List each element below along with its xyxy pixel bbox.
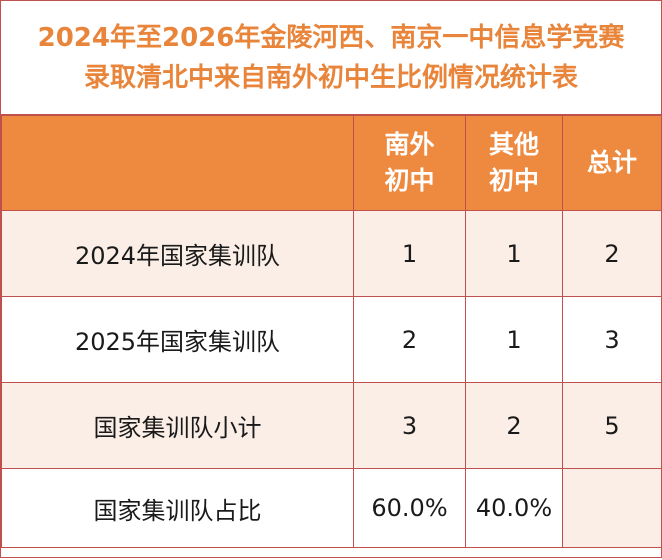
cell-other: 1: [465, 210, 563, 297]
table-row: 2024年国家集训队 1 1 2: [1, 210, 662, 297]
header-total: 总计: [562, 115, 662, 211]
cell-other: 1: [465, 296, 563, 383]
header-blank-cell: [1, 115, 354, 211]
table-title: 2024年至2026年金陵河西、南京一中信息学竞赛 录取清北中来自南外初中生比例…: [1, 1, 661, 115]
row-label: 国家集训队占比: [1, 468, 354, 548]
row-label: 2025年国家集训队: [1, 296, 354, 383]
header-other-line-1: 其他: [488, 130, 539, 159]
header-nanwai: 南外 初中: [353, 115, 466, 211]
table-row: 国家集训队占比 60.0% 40.0%: [1, 468, 662, 548]
cell-nanwai: 2: [353, 296, 466, 383]
statistics-table: 南外 初中 其他 初中 总计 2024年国家集训队 1 1 2 2025年国家集…: [1, 115, 662, 548]
header-other-line-2: 初中: [488, 166, 539, 195]
cell-nanwai: 1: [353, 210, 466, 297]
header-other: 其他 初中: [465, 115, 563, 211]
cell-nanwai: 3: [353, 382, 466, 469]
cell-nanwai: 60.0%: [353, 468, 466, 548]
title-line-1: 2024年至2026年金陵河西、南京一中信息学竞赛: [37, 22, 625, 53]
header-nanwai-line-1: 南外: [384, 130, 435, 159]
cell-total: [562, 468, 662, 548]
cell-other: 2: [465, 382, 563, 469]
row-label: 2024年国家集训队: [1, 210, 354, 297]
row-label: 国家集训队小计: [1, 382, 354, 469]
title-line-2: 录取清北中来自南外初中生比例情况统计表: [83, 62, 578, 93]
header-row: 南外 初中 其他 初中 总计: [1, 115, 662, 211]
table-row: 国家集训队小计 3 2 5: [1, 382, 662, 469]
cell-total: 5: [562, 382, 662, 469]
cell-total: 2: [562, 210, 662, 297]
table-row: 2025年国家集训队 2 1 3: [1, 296, 662, 383]
header-nanwai-line-2: 初中: [384, 166, 435, 195]
cell-total: 3: [562, 296, 662, 383]
cell-other: 40.0%: [465, 468, 563, 548]
